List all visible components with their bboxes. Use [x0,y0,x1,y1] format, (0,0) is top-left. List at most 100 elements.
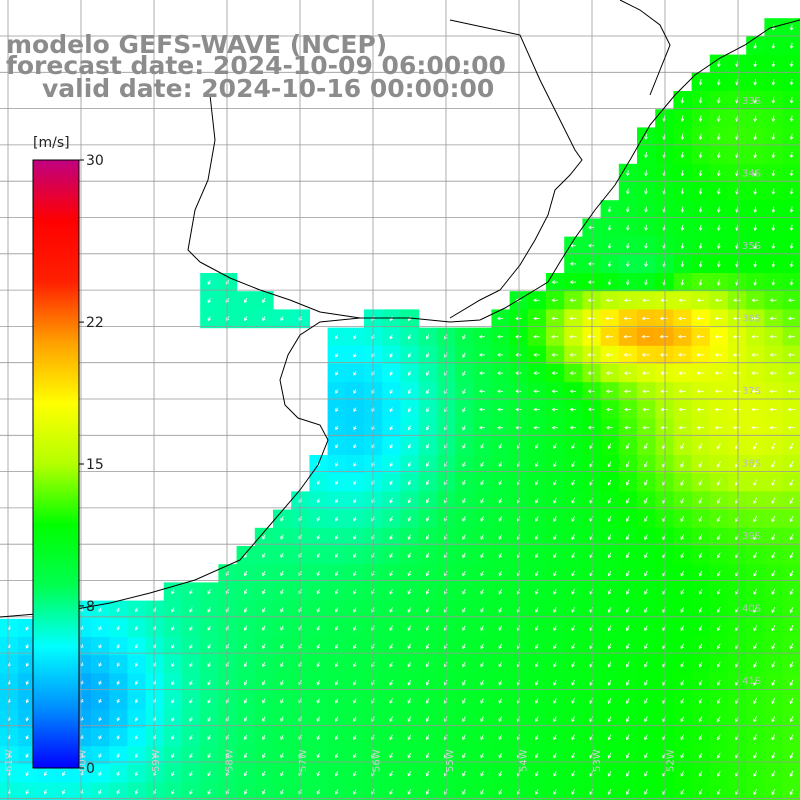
wind-cell [291,655,310,674]
wind-arrow [389,425,394,431]
wind-cell [455,400,474,420]
wind-cell [764,637,784,656]
valid-date: valid date: 2024-10-16 00:00:00 [42,74,495,103]
wind-cell [546,455,565,474]
wind-cell [327,709,347,729]
wind-cell [764,691,784,711]
wind-cell [218,764,238,784]
wind-cell [254,691,274,711]
wind-cell [709,618,729,638]
wind-arrow [753,442,758,450]
wind-cell [273,509,292,529]
wind-arrow [607,570,612,577]
wind-cell [273,309,292,329]
wind-cell [455,691,474,711]
wind-cell [91,728,110,747]
wind-arrow [789,261,794,268]
wind-arrow [641,316,650,321]
wind-arrow [207,625,211,631]
wind-arrow [771,661,776,668]
model-title: modelo GEFS-WAVE (NCEP) [6,30,388,59]
wind-cell [618,473,638,492]
wind-cell [273,618,292,638]
wind-cell [527,691,547,711]
wind-cell [345,655,365,674]
wind-cell [327,673,347,693]
wind-cell [455,491,474,511]
wind-arrow [789,606,794,613]
wind-cell [254,600,274,620]
wind-arrow [698,607,703,613]
wind-arrow [607,443,612,450]
wind-arrow [698,552,703,559]
wind-cell [673,728,693,747]
wind-arrow [498,625,503,631]
wind-cell [327,728,347,747]
wind-arrow [335,371,339,376]
wind-cell [728,673,747,693]
wind-arrow [753,479,758,486]
wind-arrow [498,588,503,595]
wind-arrow [480,770,484,777]
wind-cell [600,691,620,711]
wind-cell [709,746,729,765]
wind-cell [345,637,365,656]
wind-arrow [535,698,539,704]
wind-arrow [753,206,758,213]
wind-cell [418,327,438,347]
wind-arrow [680,115,685,122]
wind-arrow [626,716,630,723]
wind-cell [455,364,474,383]
wind-arrow [62,789,66,795]
wind-cell [200,600,219,620]
wind-arrow [480,698,484,704]
wind-arrow [642,407,650,412]
wind-cell [637,455,656,474]
latitude-label: 37S [742,386,761,397]
wind-cell [382,345,401,365]
wind-cell [455,564,474,583]
wind-arrow [353,680,357,686]
wind-arrow [407,516,412,522]
wind-arrow [771,588,776,595]
wind-cell [782,782,800,800]
wind-arrow [569,389,577,394]
wind-cell [200,637,219,656]
wind-cell [145,709,165,729]
wind-cell [618,582,638,602]
wind-cell [254,582,274,602]
wind-cell [455,509,474,529]
wind-arrow [714,425,723,430]
wind-arrow [788,298,795,303]
wind-arrow [480,516,484,522]
wind-arrow [698,115,703,122]
wind-cell [0,637,19,656]
wind-arrow [426,443,430,449]
wind-cell [746,746,765,765]
wind-cell [382,400,401,420]
wind-cell [746,600,765,620]
wind-cell [254,637,274,656]
wind-arrow [335,334,339,340]
wind-arrow [244,570,248,577]
wind-arrow [698,170,703,177]
wind-cell [618,600,638,620]
wind-cell [309,764,329,784]
wind-cell [345,345,365,365]
wind-cell [182,691,201,711]
wind-cell [673,709,693,729]
wind-arrow [407,480,412,486]
wind-cell [236,546,256,565]
wind-cell [273,764,292,784]
wind-cell [145,728,165,747]
wind-cell [546,728,565,747]
wind-cell [327,582,347,602]
wind-arrow [480,461,484,468]
wind-cell [218,746,238,765]
wind-cell [163,691,183,711]
wind-cell [473,600,492,620]
wind-cell [527,728,547,747]
wind-cell [546,655,565,674]
wind-arrow [698,588,703,595]
wind-cell [709,527,729,547]
